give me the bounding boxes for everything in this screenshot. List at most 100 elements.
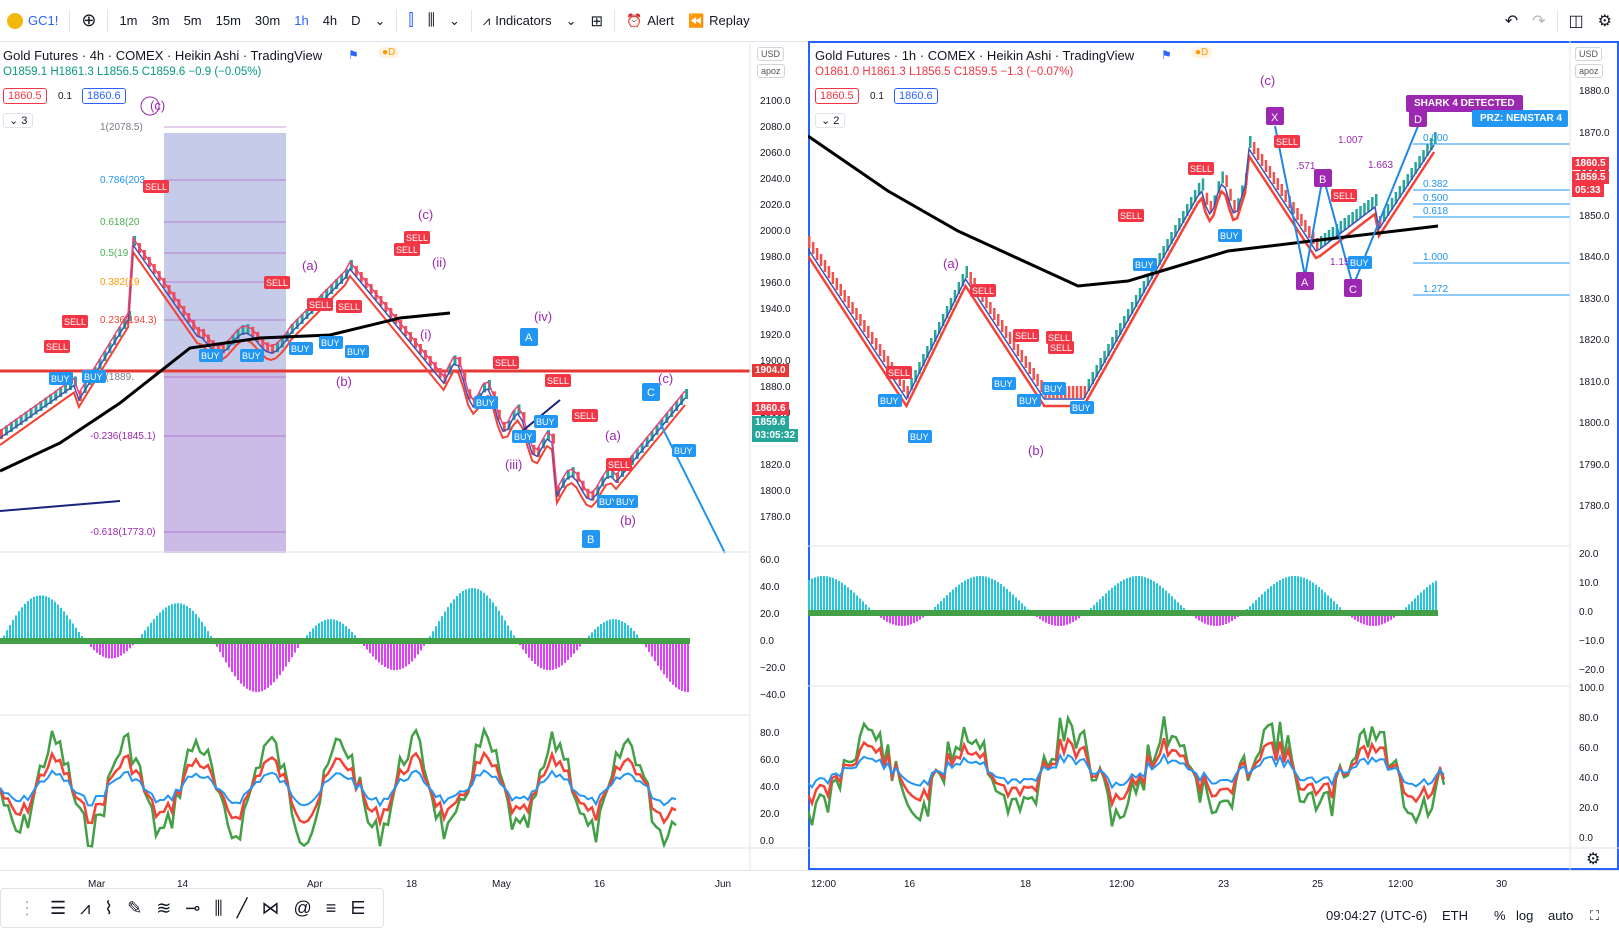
bar-style-candles-button[interactable]: ⫿: [401, 0, 420, 42]
candle: [851, 302, 854, 314]
sell-price-button[interactable]: 1860.5: [815, 88, 859, 104]
histogram-bar: [123, 641, 125, 654]
undo-button[interactable]: ↶: [1498, 0, 1525, 42]
histogram-bar: [390, 641, 392, 670]
interval-3m[interactable]: 3m: [151, 13, 170, 28]
fullscreen-button[interactable]: ⛶: [1590, 908, 1599, 924]
indicators-dropdown[interactable]: ⌄: [559, 0, 584, 42]
histogram-bar: [477, 589, 479, 641]
interval-5m[interactable]: 5m: [183, 13, 202, 28]
histogram-bar: [1132, 576, 1134, 613]
sell-price-button[interactable]: 1860.5: [3, 88, 47, 104]
interval-d[interactable]: D: [351, 13, 361, 28]
interval-4h[interactable]: 4h: [322, 13, 338, 28]
measure-icon[interactable]: ⫼: [214, 897, 223, 918]
xabcd-pattern-icon[interactable]: ⋈: [261, 897, 280, 918]
chart-settings-button[interactable]: ⚙: [1586, 849, 1600, 869]
histogram-bar: [369, 641, 371, 654]
interval-1h[interactable]: 1h: [294, 13, 309, 28]
histogram-bar: [549, 641, 551, 671]
pen-icon[interactable]: ✎: [127, 897, 143, 918]
interval-15m[interactable]: 15m: [215, 13, 241, 28]
left-chart-pane[interactable]: 1(2078.5) 0.786(203 0.618(20 0.5(19 0.382(19…: [0, 43, 808, 870]
buy-price-button[interactable]: 1860.6: [82, 88, 126, 104]
currency-select[interactable]: USD: [1575, 47, 1603, 61]
buy-price-button[interactable]: 1860.6: [894, 88, 938, 104]
indicator-count-toggle[interactable]: ⌄ 2: [815, 113, 846, 128]
interval-dropdown[interactable]: ⌄: [368, 0, 393, 42]
histogram-bar: [543, 641, 545, 670]
sell-marker-text: SELL: [145, 182, 167, 192]
wave-label: (c): [418, 207, 433, 222]
right-chart-pane[interactable]: X A B C D 1.007 1.663 .571 1.15 0.000 0.382 0.500 0.…: [808, 41, 1619, 870]
log-toggle[interactable]: log: [1516, 908, 1534, 923]
histogram-bar: [916, 613, 918, 622]
indicators-button[interactable]: ⩘ Indicators: [482, 12, 552, 29]
candle: [34, 404, 38, 415]
indicator-count-toggle[interactable]: ⌄ 3: [3, 113, 34, 128]
buy-marker: [1133, 258, 1157, 271]
interval-1m[interactable]: 1m: [119, 13, 138, 28]
flag-icon[interactable]: ⚑: [1161, 48, 1172, 62]
left-chart-canvas[interactable]: 1(2078.5) 0.786(203 0.618(20 0.5(19 0.382(19…: [0, 43, 808, 870]
lines-icon[interactable]: ☰: [50, 897, 67, 918]
auto-toggle[interactable]: auto: [1548, 908, 1574, 923]
compare-symbol-button[interactable]: ⊕: [74, 0, 103, 42]
templates-button[interactable]: ⊞: [583, 0, 610, 42]
regression-icon[interactable]: ≡: [325, 897, 337, 918]
ray-icon[interactable]: ⊸: [185, 897, 201, 918]
histogram-bar: [372, 641, 374, 657]
alert-button[interactable]: ⏰ Alert: [626, 12, 674, 29]
right-chart-canvas[interactable]: X A B C D 1.007 1.663 .571 1.15 0.000 0.382 0.500 0.…: [808, 41, 1619, 870]
buy-marker-text: BUY: [1135, 260, 1154, 270]
symbol-search[interactable]: GC1!: [0, 0, 65, 42]
candle: [1004, 326, 1008, 338]
histogram-bar: [561, 641, 563, 666]
currency-select[interactable]: USD: [757, 47, 785, 61]
elliott-wave-icon[interactable]: ⌇: [104, 897, 114, 918]
spread-label: 0.1: [870, 91, 884, 102]
histogram-bar: [651, 641, 653, 657]
left-chart-title[interactable]: Gold Futures · 4h · COMEX · Heikin Ashi …: [3, 48, 323, 63]
interval-30m[interactable]: 30m: [254, 13, 281, 28]
histogram-bar: [465, 589, 467, 641]
percent-toggle[interactable]: %: [1494, 908, 1506, 923]
time-tick-label: 25: [1312, 879, 1324, 890]
layout-button[interactable]: ◫: [1562, 0, 1591, 42]
histogram-bar: [144, 630, 146, 641]
right-chart-title[interactable]: Gold Futures · 1h · COMEX · Heikin Ashi …: [815, 48, 1135, 63]
candle: [1414, 162, 1417, 174]
histogram-bar: [1135, 576, 1137, 613]
clock-label[interactable]: 09:04:27 (UTC-6): [1326, 908, 1428, 923]
scale-mode-select[interactable]: apoz: [757, 64, 785, 78]
session-toggle[interactable]: ETH: [1442, 908, 1468, 923]
sell-marker-text: SELL: [1120, 211, 1142, 221]
time-tick-label: 30: [1496, 879, 1508, 890]
spiral-icon[interactable]: @: [293, 897, 312, 918]
histogram-bar: [1156, 583, 1158, 613]
parallel-channel-icon[interactable]: ⋿: [350, 897, 366, 918]
settings-button[interactable]: ⚙: [1591, 0, 1619, 42]
histogram-bar: [456, 595, 458, 641]
histogram-bar: [1129, 577, 1131, 613]
histogram-bar: [838, 580, 840, 613]
histogram-bar: [1291, 576, 1293, 613]
candle: [532, 444, 536, 455]
histogram-bar: [1228, 613, 1230, 623]
flag-icon[interactable]: ⚑: [348, 48, 359, 62]
pattern-icon[interactable]: ⩘: [80, 897, 91, 918]
candle: [606, 468, 610, 479]
drag-handle-icon[interactable]: ⋮: [18, 897, 36, 918]
buy-marker-text: BUY: [1350, 258, 1369, 268]
bar-style-button[interactable]: ⫼: [421, 0, 442, 42]
redo-button[interactable]: ↷: [1525, 0, 1552, 42]
candle: [1296, 208, 1299, 220]
bar-style-dropdown[interactable]: ⌄: [442, 0, 467, 42]
fib-icon[interactable]: ≋: [156, 897, 172, 918]
candle: [83, 383, 87, 393]
scale-mode-select[interactable]: apoz: [1575, 64, 1603, 78]
trend-line-icon[interactable]: ╱: [236, 897, 248, 918]
replay-button[interactable]: ⏪ Replay: [687, 12, 750, 29]
histogram-bar: [204, 626, 206, 641]
candle: [918, 362, 921, 374]
